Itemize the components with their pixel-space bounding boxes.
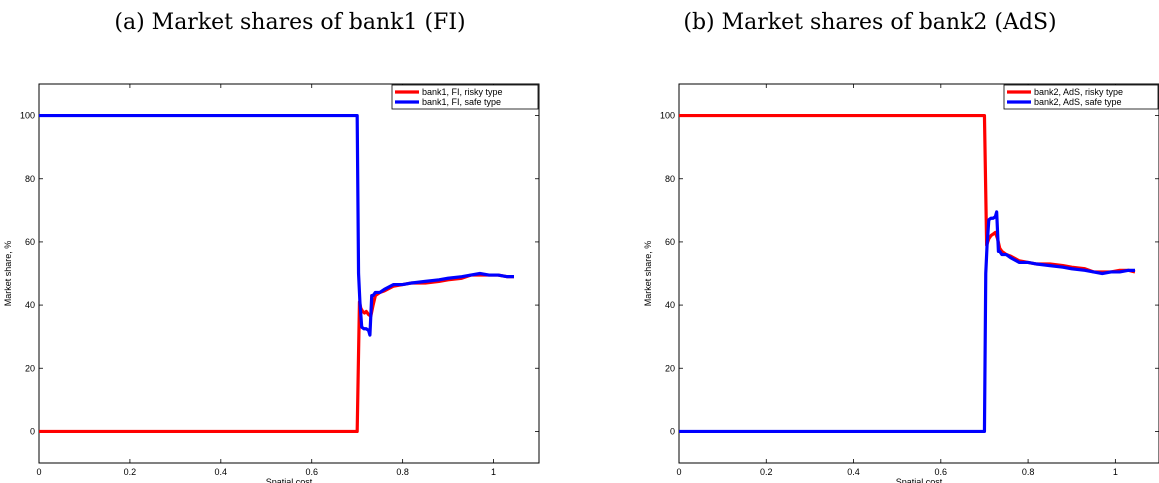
x-tick-label: 1 — [1113, 467, 1118, 477]
y-tick-label: 80 — [665, 174, 675, 184]
y-tick-label: 40 — [665, 300, 675, 310]
y-tick-label: 0 — [670, 426, 675, 436]
legend-entry-label: bank1, FI, safe type — [422, 97, 501, 107]
x-tick-label: 0.8 — [396, 467, 409, 477]
chart-title-a: (a) Market shares of bank1 (FI) — [114, 10, 466, 35]
chart-panel-b: (b) Market shares of bank2 (AdS) 0 0.2 0.4… — [580, 0, 1159, 483]
x-axis-label: Spatial cost — [896, 477, 943, 483]
y-axis-label: Market share, % — [3, 241, 13, 307]
y-tick-label: 100 — [20, 111, 35, 121]
y-tick-label: 100 — [660, 111, 675, 121]
x-tick-label: 0.4 — [215, 467, 228, 477]
series-line-safe — [39, 113, 514, 337]
x-tick-label: 0.4 — [847, 467, 860, 477]
chart-title-b: (b) Market shares of bank2 (AdS) — [683, 10, 1057, 35]
x-tick-label: 0 — [676, 467, 681, 477]
plot-area-frame — [38, 83, 540, 464]
series-line-risky — [679, 113, 1136, 274]
plot-area-frame — [678, 83, 1159, 464]
chart-b-svg: 0 0.2 0.4 0.6 0.8 1 0 20 40 60 80 100 Spatial cost Ma… — [643, 83, 1159, 483]
y-tick-label: 60 — [25, 237, 35, 247]
x-tick-label: 0.6 — [935, 467, 948, 477]
legend-entry-label: bank2, AdS, safe type — [1034, 97, 1122, 107]
chart-a-svg: 0 0.2 0.4 0.6 0.8 1 0 20 40 60 80 100 Spatial cost Ma… — [3, 83, 540, 483]
x-axis-label: Spatial cost — [266, 477, 313, 483]
x-tick-label: 0 — [36, 467, 41, 477]
y-tick-label: 60 — [665, 237, 675, 247]
legend-entry-label: bank2, AdS, risky type — [1034, 87, 1123, 97]
chart-panel-a: (a) Market shares of bank1 (FI) 0 0.2 0.4 0… — [3, 10, 540, 483]
x-tick-label: 1 — [491, 467, 496, 477]
legend-entry-label: bank1, FI, risky type — [422, 87, 503, 97]
y-tick-label: 0 — [30, 426, 35, 436]
y-tick-label: 80 — [25, 174, 35, 184]
series-line-risky — [39, 273, 514, 434]
y-tick-label: 40 — [25, 300, 35, 310]
series-line-safe — [679, 210, 1135, 434]
x-tick-label: 0.2 — [760, 467, 773, 477]
y-tick-label: 20 — [25, 363, 35, 373]
y-tick-label: 20 — [665, 363, 675, 373]
x-tick-label: 0.2 — [124, 467, 137, 477]
x-tick-label: 0.6 — [305, 467, 318, 477]
legend-box — [1003, 84, 1159, 110]
x-tick-label: 0.8 — [1022, 467, 1035, 477]
legend-box — [391, 84, 539, 110]
y-axis-label: Market share, % — [643, 241, 653, 307]
